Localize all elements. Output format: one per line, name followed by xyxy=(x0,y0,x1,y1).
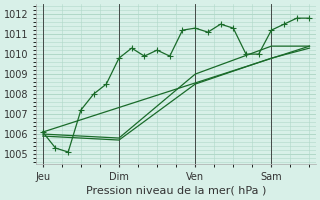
X-axis label: Pression niveau de la mer( hPa ): Pression niveau de la mer( hPa ) xyxy=(86,186,266,196)
